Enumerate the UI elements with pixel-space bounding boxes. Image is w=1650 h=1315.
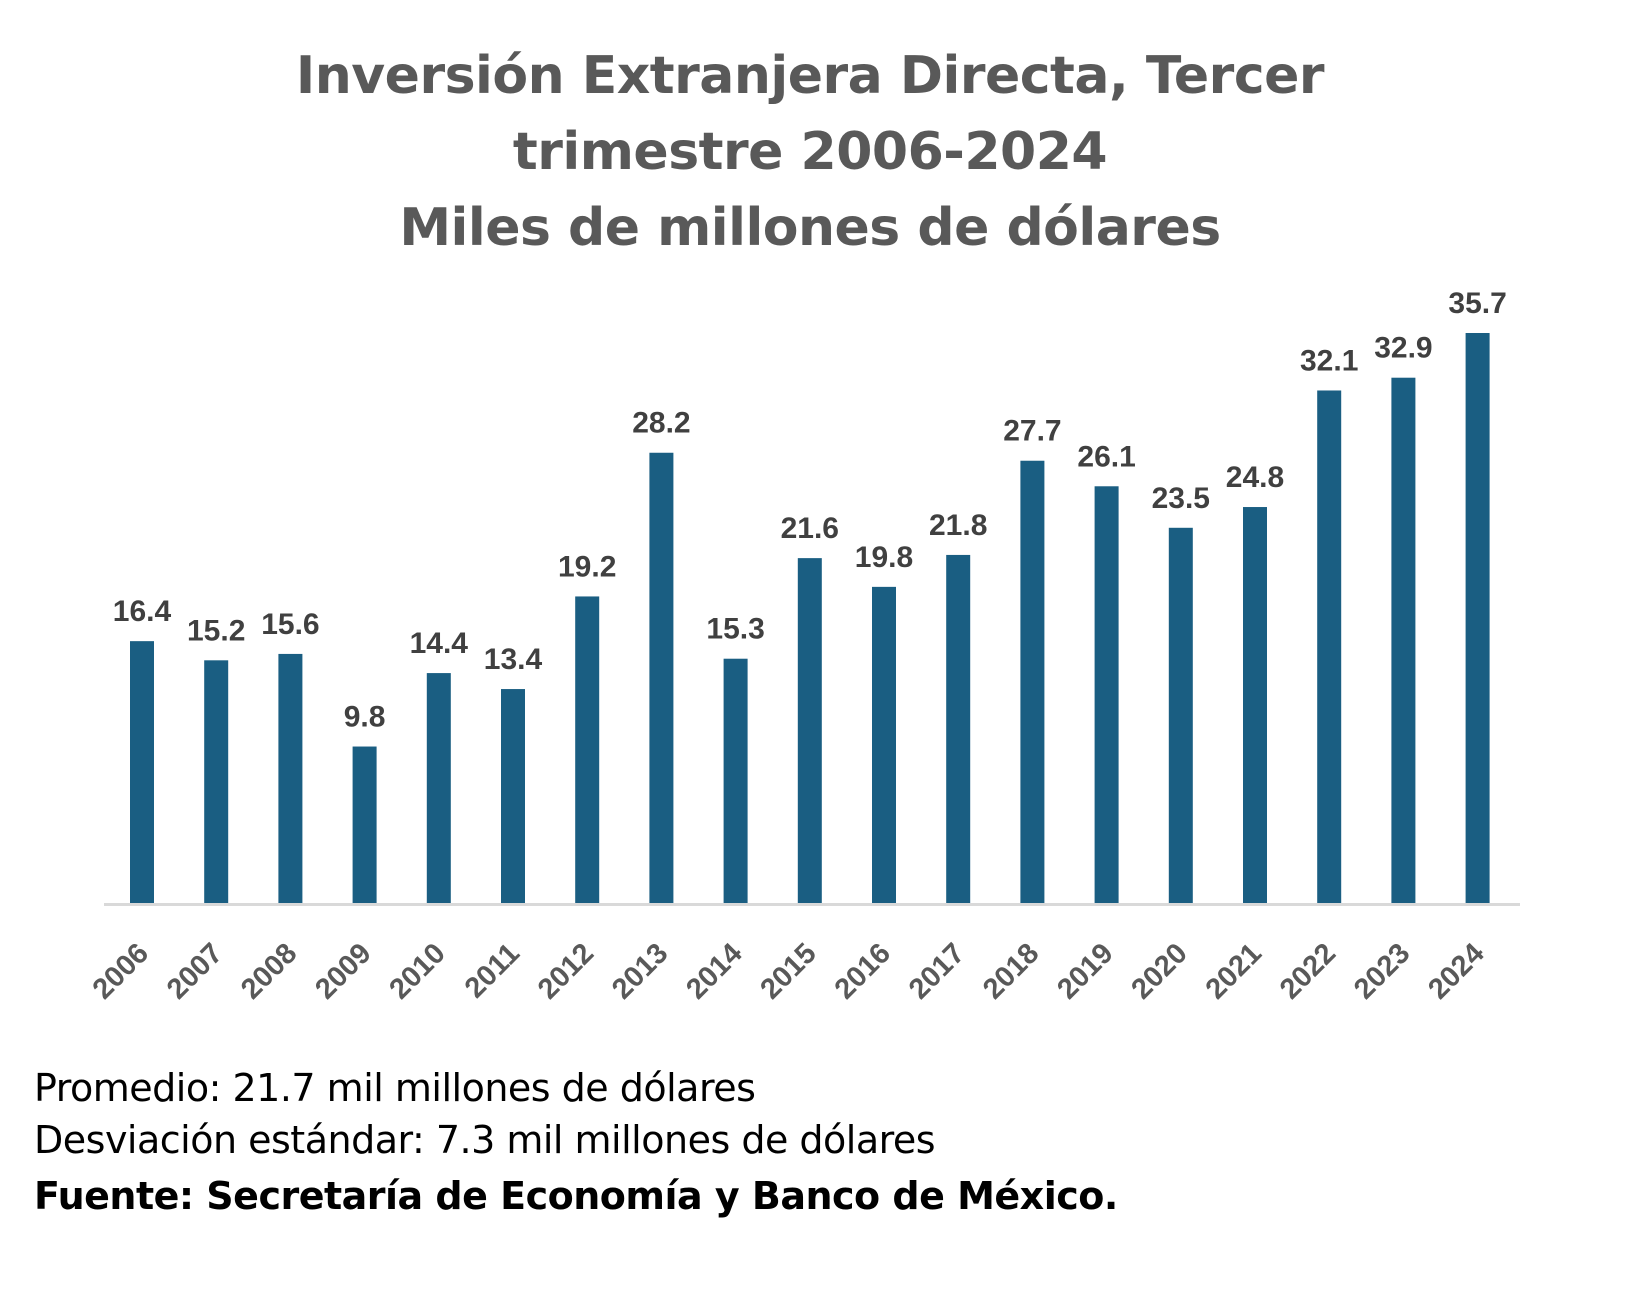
x-tick-labels-group: 2006 2007 2008 2009 2010 2011 2012 2013 2014 2015…: [87, 937, 1491, 1005]
data-labels-group: 16.4 15.2 15.6 9.8 14.4 13.4 19.2 28.2 15.3 21.6 1…: [113, 287, 1507, 734]
chart-title-line-2: trimestre 2006-2024: [512, 122, 1108, 182]
x-tick-label-2022: 2022: [1274, 937, 1342, 1005]
chart-title-line-1: Inversión Extranjera Directa, Tercer: [295, 46, 1325, 106]
data-label-2006: 16.4: [113, 595, 172, 628]
bar-2023: [1391, 377, 1416, 903]
x-tick-label-2009: 2009: [309, 937, 377, 1005]
data-label-2011: 13.4: [484, 643, 543, 676]
chart-notes: Promedio: 21.7 mil millones de dólares D…: [34, 1062, 1118, 1222]
data-label-2022: 32.1: [1300, 344, 1358, 377]
bar-2012: [575, 596, 600, 903]
bar-2009: [352, 746, 377, 903]
bar-2011: [501, 689, 525, 903]
x-tick-label-2016: 2016: [829, 937, 897, 1005]
x-tick-label-2017: 2017: [903, 937, 971, 1005]
bar-2008: [278, 653, 303, 903]
data-label-2010: 14.4: [410, 627, 469, 660]
x-tick-label-2007: 2007: [161, 937, 229, 1005]
bar-2006: [130, 641, 154, 903]
std-dev-note: Desviación estándar: 7.3 mil millones de…: [34, 1118, 936, 1162]
bar-2016: [872, 586, 896, 903]
x-tick-label-2021: 2021: [1200, 937, 1268, 1005]
bar-2018: [1020, 460, 1045, 903]
bar-2024: [1465, 333, 1490, 903]
bar-2020: [1168, 527, 1193, 903]
data-label-2013: 28.2: [632, 407, 690, 440]
data-label-2021: 24.8: [1226, 461, 1284, 494]
data-label-2009: 9.8: [344, 701, 386, 734]
bar-2014: [723, 658, 748, 903]
bar-2007: [204, 660, 229, 903]
data-label-2024: 35.7: [1448, 287, 1506, 320]
x-tick-label-2011: 2011: [459, 937, 526, 1004]
source-note: Fuente: Secretaría de Economía y Banco d…: [34, 1174, 1118, 1218]
data-label-2008: 15.6: [261, 608, 319, 641]
data-label-2016: 19.8: [855, 541, 913, 574]
data-label-2017: 21.8: [929, 509, 987, 542]
chart-title-line-3: Miles de millones de dólares: [399, 198, 1221, 258]
bar-2010: [426, 673, 451, 903]
bar-2013: [649, 452, 674, 903]
data-label-2018: 27.7: [1003, 415, 1061, 448]
x-tick-label-2024: 2024: [1422, 937, 1490, 1005]
bar-2017: [946, 554, 971, 903]
x-tick-label-2023: 2023: [1348, 937, 1416, 1005]
data-label-2019: 26.1: [1077, 440, 1135, 473]
x-tick-label-2012: 2012: [532, 937, 600, 1005]
bar-2015: [797, 558, 822, 903]
data-label-2023: 32.9: [1374, 332, 1432, 365]
data-label-2020: 23.5: [1152, 482, 1210, 515]
bars-group: [130, 333, 1490, 903]
x-tick-label-2013: 2013: [606, 937, 674, 1005]
x-tick-label-2008: 2008: [235, 937, 303, 1005]
data-label-2015: 21.6: [781, 512, 839, 545]
x-tick-label-2018: 2018: [977, 937, 1045, 1005]
bar-2019: [1094, 486, 1119, 903]
x-tick-label-2019: 2019: [1051, 937, 1119, 1005]
x-tick-label-2006: 2006: [87, 937, 155, 1005]
x-tick-label-2020: 2020: [1126, 937, 1194, 1005]
x-tick-label-2010: 2010: [384, 937, 452, 1005]
bar-2021: [1243, 507, 1267, 903]
bar-chart: 16.4 15.2 15.6 9.8 14.4 13.4 19.2 28.2 15.3 21.6 1…: [87, 287, 1520, 1006]
bar-2022: [1317, 390, 1342, 903]
x-tick-label-2015: 2015: [755, 937, 823, 1005]
chart-title: Inversión Extranjera Directa, Tercer tri…: [0, 38, 1620, 266]
data-label-2012: 19.2: [558, 550, 616, 583]
x-tick-label-2014: 2014: [680, 937, 748, 1005]
data-label-2014: 15.3: [706, 613, 764, 646]
data-label-2007: 15.2: [187, 614, 245, 647]
average-note: Promedio: 21.7 mil millones de dólares: [34, 1066, 756, 1110]
